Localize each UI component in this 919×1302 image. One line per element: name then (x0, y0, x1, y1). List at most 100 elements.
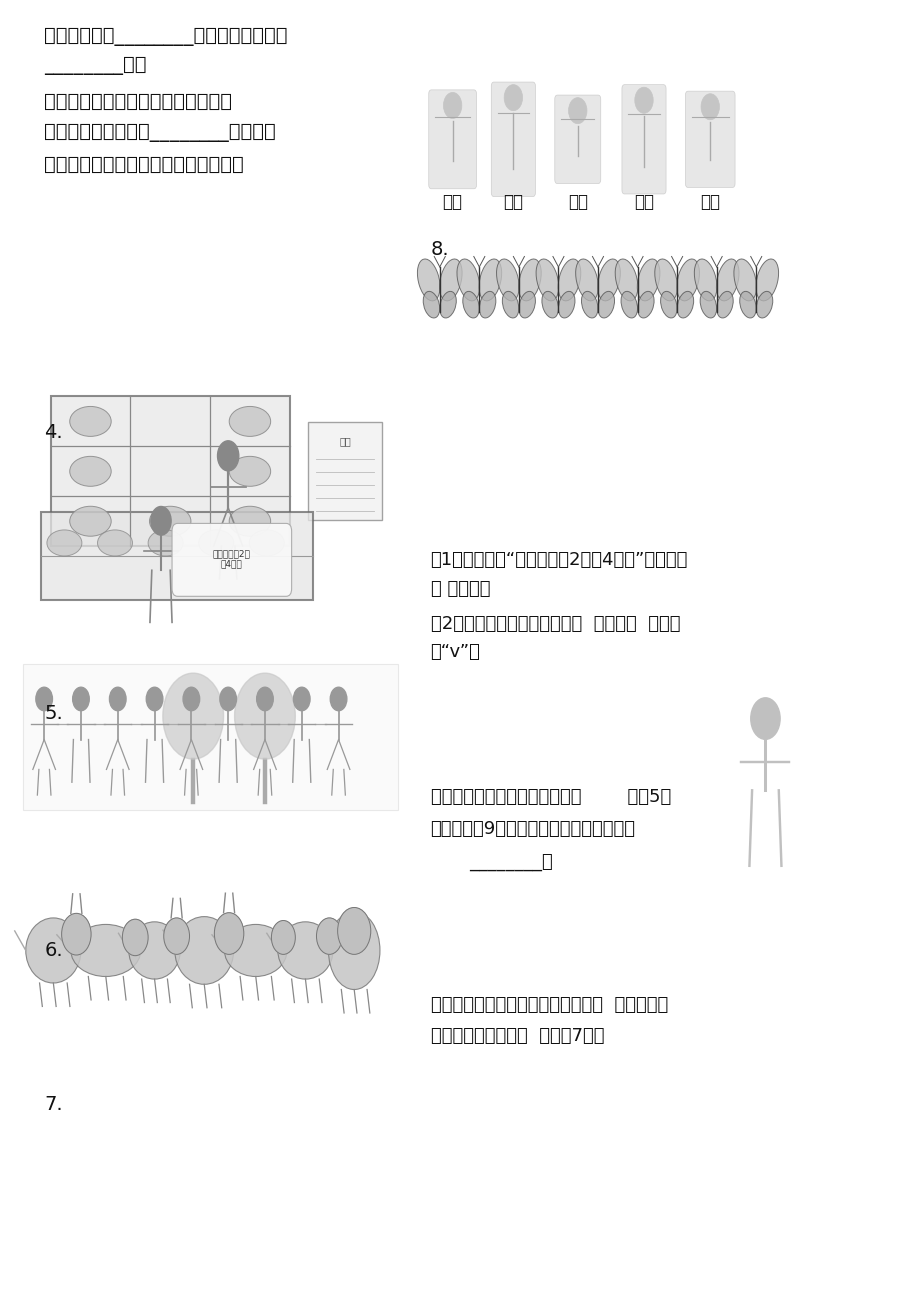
Ellipse shape (129, 922, 180, 979)
Bar (41, 512, 312, 600)
FancyBboxPatch shape (428, 90, 476, 189)
Ellipse shape (457, 259, 479, 301)
Circle shape (234, 673, 295, 759)
Circle shape (151, 506, 171, 535)
Ellipse shape (597, 292, 614, 318)
Ellipse shape (149, 506, 191, 536)
Text: 7.: 7. (44, 1095, 62, 1113)
Text: 比赛: 比赛 (339, 436, 350, 445)
Ellipse shape (676, 292, 693, 318)
Text: 小花: 小花 (442, 193, 462, 211)
Circle shape (750, 698, 779, 740)
Bar (51, 396, 289, 547)
Ellipse shape (660, 292, 676, 318)
Text: 从右数排第9，你知道跳舞的小朋友一共有: 从右数排第9，你知道跳舞的小朋友一共有 (430, 820, 635, 838)
Ellipse shape (71, 924, 141, 976)
Ellipse shape (637, 292, 653, 318)
Ellipse shape (694, 259, 716, 301)
Ellipse shape (699, 292, 716, 318)
Text: 8.: 8. (430, 241, 448, 259)
Circle shape (217, 441, 239, 471)
Ellipse shape (47, 530, 82, 556)
Ellipse shape (597, 259, 619, 301)
Text: 包 圈出来。: 包 圈出来。 (430, 579, 490, 598)
Circle shape (443, 92, 461, 118)
Circle shape (146, 687, 163, 711)
Ellipse shape (654, 259, 676, 301)
Ellipse shape (328, 911, 380, 990)
Circle shape (316, 918, 342, 954)
Text: 5.: 5. (44, 704, 62, 723)
Ellipse shape (518, 292, 535, 318)
Text: 游玩，从左边数起（  ）在第7个。: 游玩，从左边数起（ ）在第7个。 (430, 1027, 604, 1046)
Ellipse shape (676, 259, 698, 301)
Circle shape (504, 85, 522, 111)
Text: 小红: 小红 (699, 193, 720, 211)
Circle shape (634, 87, 652, 113)
Ellipse shape (439, 259, 461, 301)
Ellipse shape (536, 259, 558, 301)
Ellipse shape (615, 259, 637, 301)
Ellipse shape (575, 259, 597, 301)
Ellipse shape (278, 922, 333, 979)
Circle shape (183, 687, 199, 711)
Ellipse shape (70, 406, 111, 436)
Ellipse shape (518, 259, 540, 301)
Ellipse shape (716, 292, 732, 318)
Ellipse shape (739, 292, 755, 318)
Ellipse shape (716, 259, 738, 301)
Text: 小丽: 小丽 (567, 193, 587, 211)
Ellipse shape (502, 292, 518, 318)
Text: 红灯亮，汽车停，绻灯亮，汽车行。: 红灯亮，汽车停，绻灯亮，汽车行。 (44, 92, 232, 111)
Text: 小阳: 小阳 (503, 193, 523, 211)
FancyBboxPatch shape (621, 85, 665, 194)
Ellipse shape (70, 457, 111, 486)
Circle shape (293, 687, 310, 711)
Bar (23, 664, 398, 810)
Text: 小朋友们在牵着手跳舞，从左数        排第5，: 小朋友们在牵着手跳舞，从左数 排第5， (430, 788, 670, 806)
Ellipse shape (229, 406, 270, 436)
Text: 小动物们排成一队去游玩，一共有（  ）只动物去: 小动物们排成一队去游玩，一共有（ ）只动物去 (430, 996, 667, 1014)
FancyBboxPatch shape (172, 523, 291, 596)
Bar (308, 422, 381, 519)
Circle shape (163, 673, 223, 759)
Ellipse shape (620, 292, 637, 318)
Circle shape (330, 687, 346, 711)
Ellipse shape (175, 917, 233, 984)
Circle shape (109, 687, 126, 711)
Text: 汽车、行人靠马路的________侧前进。: 汽车、行人靠马路的________侧前进。 (44, 124, 276, 142)
Ellipse shape (97, 530, 132, 556)
Text: 小朋友们！你们也要遵守交通规则啊！: 小朋友们！你们也要遵守交通规则啊！ (44, 155, 244, 173)
Ellipse shape (70, 506, 111, 536)
Ellipse shape (479, 259, 501, 301)
Ellipse shape (581, 292, 597, 318)
Circle shape (164, 918, 189, 954)
Ellipse shape (541, 292, 558, 318)
Ellipse shape (755, 259, 777, 301)
Ellipse shape (423, 292, 439, 318)
FancyBboxPatch shape (685, 91, 734, 187)
Ellipse shape (439, 292, 456, 318)
FancyBboxPatch shape (554, 95, 600, 184)
Ellipse shape (148, 530, 183, 556)
Circle shape (256, 687, 273, 711)
Text: （1）女孩说：“我的包在第2排第4个。”请把她的: （1）女孩说：“我的包在第2排第4个。”请把她的 (430, 551, 687, 569)
Circle shape (220, 687, 236, 711)
Ellipse shape (558, 292, 574, 318)
Ellipse shape (26, 918, 81, 983)
Text: 小刚: 小刚 (633, 193, 653, 211)
Ellipse shape (755, 292, 772, 318)
Text: （2）说一说，你的包放在第（  ）排第（  ）个，: （2）说一说，你的包放在第（ ）排第（ ）个， (430, 615, 679, 633)
Text: 我的包在第2排
第4个。: 我的包在第2排 第4个。 (212, 549, 251, 568)
Ellipse shape (229, 506, 270, 536)
Text: 6.: 6. (44, 941, 62, 960)
Circle shape (214, 913, 244, 954)
Text: ________人: ________人 (469, 853, 552, 871)
Circle shape (271, 921, 295, 954)
Text: 4.: 4. (44, 423, 62, 441)
Ellipse shape (479, 292, 495, 318)
Circle shape (568, 98, 586, 124)
Circle shape (62, 914, 91, 954)
Circle shape (337, 907, 370, 954)
Ellipse shape (417, 259, 439, 301)
